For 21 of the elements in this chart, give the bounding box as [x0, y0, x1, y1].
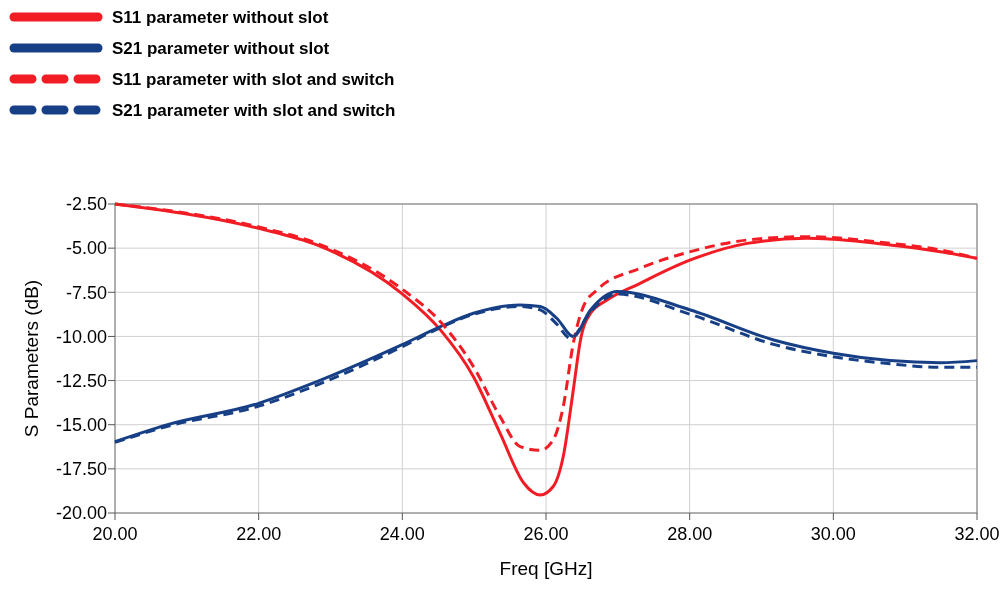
y-axis-title: S Parameters (dB): [21, 279, 42, 438]
y-tick-label: -2.50: [65, 194, 107, 215]
x-tick-label: 22.00: [236, 524, 282, 544]
y-tick-label: -12.50: [55, 370, 107, 391]
y-tick-label: -20.00: [55, 503, 107, 524]
y-tick-label: -15.00: [55, 415, 107, 436]
legend-label: S11 parameter without slot: [112, 7, 329, 27]
y-tick-label: -17.50: [55, 459, 107, 480]
legend-label: S21 parameter with slot and switch: [112, 100, 396, 120]
legend-label: S21 parameter without slot: [112, 38, 330, 58]
legend-label: S11 parameter with slot and switch: [112, 69, 395, 89]
x-tick-label: 30.00: [810, 524, 856, 544]
x-tick-label: 28.00: [667, 524, 713, 544]
x-tick-label: 32.00: [954, 524, 1000, 544]
y-tick-label: -7.50: [65, 282, 107, 303]
y-tick-label: -5.00: [65, 238, 107, 259]
y-tick-label: -10.00: [55, 326, 107, 347]
x-tick-label: 24.00: [379, 524, 425, 544]
x-tick-label: 20.00: [92, 524, 138, 544]
x-axis-title: Freq [GHz]: [499, 558, 593, 579]
x-tick-label: 26.00: [523, 524, 569, 544]
